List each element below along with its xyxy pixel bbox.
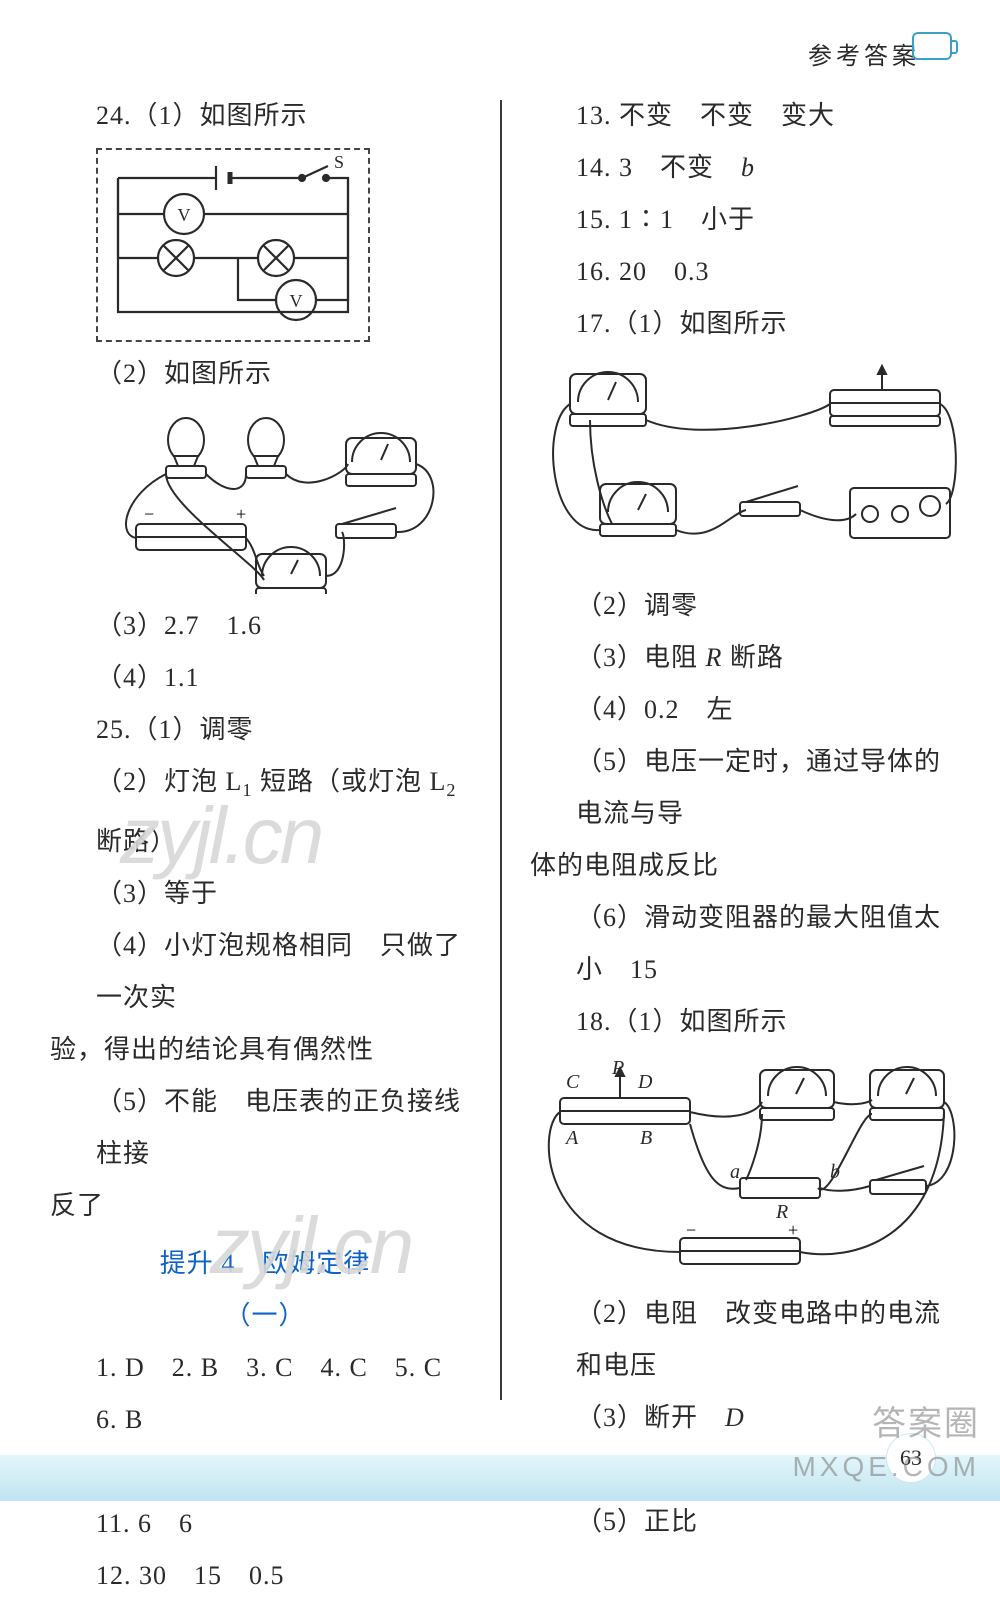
q18-5: （5）正比 [530,1496,950,1548]
mcq-row-1: 1. D 2. B 3. C 4. C 5. C 6. B [50,1342,480,1446]
q17-2: （2）调零 [530,580,950,632]
q25-2: （2）灯泡 L1 短路（或灯泡 L2 断路） [50,756,480,868]
domain-watermark: MXQE.COM [792,1451,980,1483]
q14: 14. 3 不变 b [530,142,950,194]
q24-3: （3）2.7 1.6 [50,600,480,652]
q17-4: （4）0.2 左 [530,684,950,736]
label-C: C [566,1071,580,1093]
column-divider [500,100,502,1400]
q15: 15. 1∶1 小于 [530,194,950,246]
sub: 1 [242,780,252,800]
var-R: R [706,643,723,672]
text: （2）灯泡 L [96,767,242,796]
label-P: P [611,1057,624,1079]
text: （3）电阻 [576,643,706,672]
var-D: D [725,1403,745,1432]
q25-5a: （5）不能 电压表的正负接线柱接 [50,1076,480,1180]
header-title: 参考答案 [808,36,920,71]
text: （3）断开 [576,1403,725,1432]
page: 参考答案 24.（1）如图所示 [0,0,1000,1501]
right-column: 13. 不变 不变 变大 14. 3 不变 b 15. 1∶1 小于 16. 2… [500,90,950,1440]
svg-text:−: − [144,504,154,524]
brand-watermark: 答案圈 [872,1396,980,1445]
q24-4: （4）1.1 [50,652,480,704]
label-B: B [640,1127,652,1149]
label-R: R [775,1201,788,1223]
text: 短路（或灯泡 L [252,767,446,796]
q13: 13. 不变 不变 变大 [530,90,950,142]
q17-5a: （5）电压一定时，通过导体的电流与导 [530,736,950,840]
text: 14. 3 不变 [576,153,741,182]
section-subheading: （一） [50,1290,480,1342]
q11: 11. 6 6 [50,1498,480,1550]
q16: 16. 20 0.3 [530,246,950,298]
two-column-layout: 24.（1）如图所示 [50,90,950,1440]
q18-1: 18.（1）如图所示 [530,996,950,1048]
physical-circuit-2 [530,354,950,574]
voltmeter-label: V [178,205,191,225]
physical-circuit-1: − + [96,404,480,594]
circuit-diagram: V V S [96,148,370,342]
sub: 2 [446,780,456,800]
battery-icon [912,32,952,60]
q17-6: （6）滑动变阻器的最大阻值太小 15 [530,892,950,996]
q25-1: 25.（1）调零 [50,704,480,756]
label-a: a [730,1161,740,1183]
svg-text:−: − [686,1220,696,1240]
q25-4a: （4）小灯泡规格相同 只做了一次实 [50,920,480,1024]
q17-5b: 体的电阻成反比 [530,840,950,892]
q12: 12. 30 15 0.5 [50,1550,480,1602]
svg-text:+: + [236,504,246,524]
q25-4b: 验，得出的结论具有偶然性 [50,1024,480,1076]
q24-1: 24.（1）如图所示 [50,90,480,142]
q25-3: （3）等于 [50,868,480,920]
q18-2: （2）电阻 改变电路中的电流和电压 [530,1288,950,1392]
q25-5b: 反了 [50,1180,480,1232]
label-b: b [830,1161,840,1183]
text: 断路 [722,643,784,672]
q24-2: （2）如图所示 [50,348,480,400]
switch-label: S [334,152,344,172]
section-heading: 提升 4 欧姆定律 [50,1238,480,1290]
physical-circuit-3: C P D A B a b R − + [530,1052,950,1282]
q17-3: （3）电阻 R 断路 [530,632,950,684]
svg-text:+: + [788,1220,798,1240]
var-b: b [741,153,755,182]
left-column: 24.（1）如图所示 [50,90,500,1440]
label-D: D [637,1071,653,1093]
text: 断路） [96,827,177,856]
q17-1: 17.（1）如图所示 [530,298,950,350]
label-A: A [564,1127,579,1149]
voltmeter-label: V [290,291,303,311]
